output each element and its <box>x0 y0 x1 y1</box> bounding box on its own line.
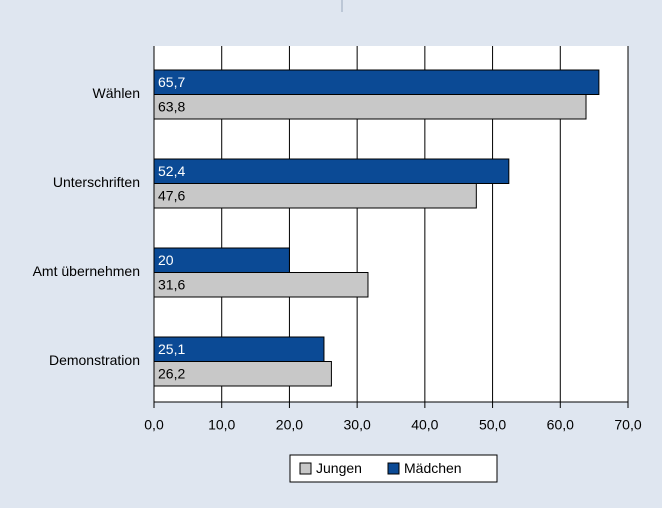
data-label: 52,4 <box>158 163 185 179</box>
y-tick-label: Wählen <box>93 85 140 101</box>
bar <box>153 158 510 184</box>
x-tick-label: 60,0 <box>547 417 574 433</box>
bar <box>153 361 332 387</box>
data-label: 26,2 <box>158 365 185 381</box>
bar <box>153 336 325 362</box>
bar <box>153 272 369 298</box>
legend-label: Jungen <box>316 460 362 476</box>
x-tick-label: 40,0 <box>411 417 438 433</box>
legend-label: Mädchen <box>404 460 462 476</box>
y-tick-label: Amt übernehmen <box>33 263 140 279</box>
legend-swatch <box>387 462 400 475</box>
bar <box>153 247 290 273</box>
x-tick-label: 50,0 <box>479 417 506 433</box>
data-label: 20 <box>158 252 174 268</box>
x-tick-label: 0,0 <box>144 417 164 433</box>
data-label: 25,1 <box>158 341 185 357</box>
legend-swatch <box>299 462 312 475</box>
x-tick-label: 70,0 <box>614 417 641 433</box>
y-tick-label: Unterschriften <box>53 174 140 190</box>
data-label: 47,6 <box>158 187 185 203</box>
data-label: 31,6 <box>158 276 185 292</box>
data-label: 63,8 <box>158 98 185 114</box>
data-label: 65,7 <box>158 74 185 90</box>
x-tick-label: 20,0 <box>276 417 303 433</box>
bar <box>153 69 600 95</box>
y-tick-label: Demonstration <box>49 352 140 368</box>
x-tick-label: 30,0 <box>344 417 371 433</box>
x-tick-label: 10,0 <box>208 417 235 433</box>
bar <box>153 183 477 209</box>
bar <box>153 94 587 120</box>
